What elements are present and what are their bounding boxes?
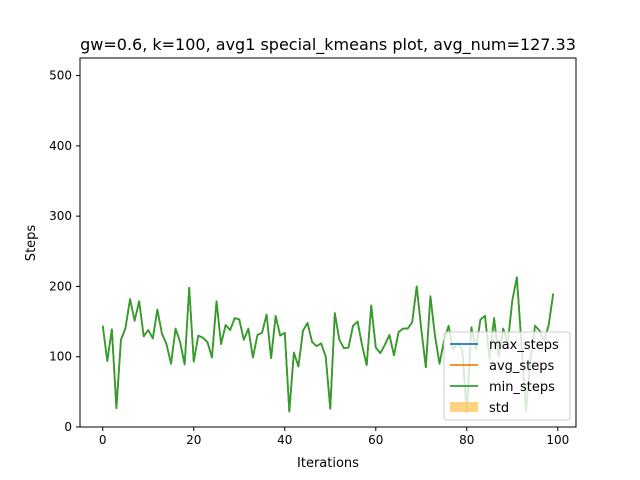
x-axis: 0 20 40 60 80 100 xyxy=(99,427,569,447)
y-tick-label: 300 xyxy=(49,209,72,223)
y-tick-label: 0 xyxy=(64,420,72,434)
legend-label-std: std xyxy=(489,401,509,416)
x-axis-label: Iterations xyxy=(297,456,359,471)
plot-frame xyxy=(79,57,577,428)
x-tick-label: 80 xyxy=(459,433,474,447)
y-axis-label: Steps xyxy=(24,225,39,262)
y-axis: 0 100 200 300 400 500 xyxy=(49,69,80,434)
legend-label-min-steps: min_steps xyxy=(489,380,555,395)
x-tick-label: 100 xyxy=(546,433,569,447)
legend-label-max-steps: max_steps xyxy=(489,338,559,353)
x-tick-label: 0 xyxy=(99,433,107,447)
legend-label-avg-steps: avg_steps xyxy=(489,359,555,374)
y-tick-label: 400 xyxy=(49,139,72,153)
legend-box xyxy=(443,331,571,421)
chart-title: gw=0.6, k=100, avg1 special_kmeans plot,… xyxy=(80,35,576,55)
x-tick-label: 40 xyxy=(277,433,292,447)
y-tick-label: 500 xyxy=(49,69,72,83)
x-tick-label: 20 xyxy=(186,433,201,447)
y-tick-label: 200 xyxy=(49,279,72,293)
legend-swatch-std xyxy=(450,402,478,412)
x-tick-label: 60 xyxy=(368,433,383,447)
y-tick-label: 100 xyxy=(49,350,72,364)
